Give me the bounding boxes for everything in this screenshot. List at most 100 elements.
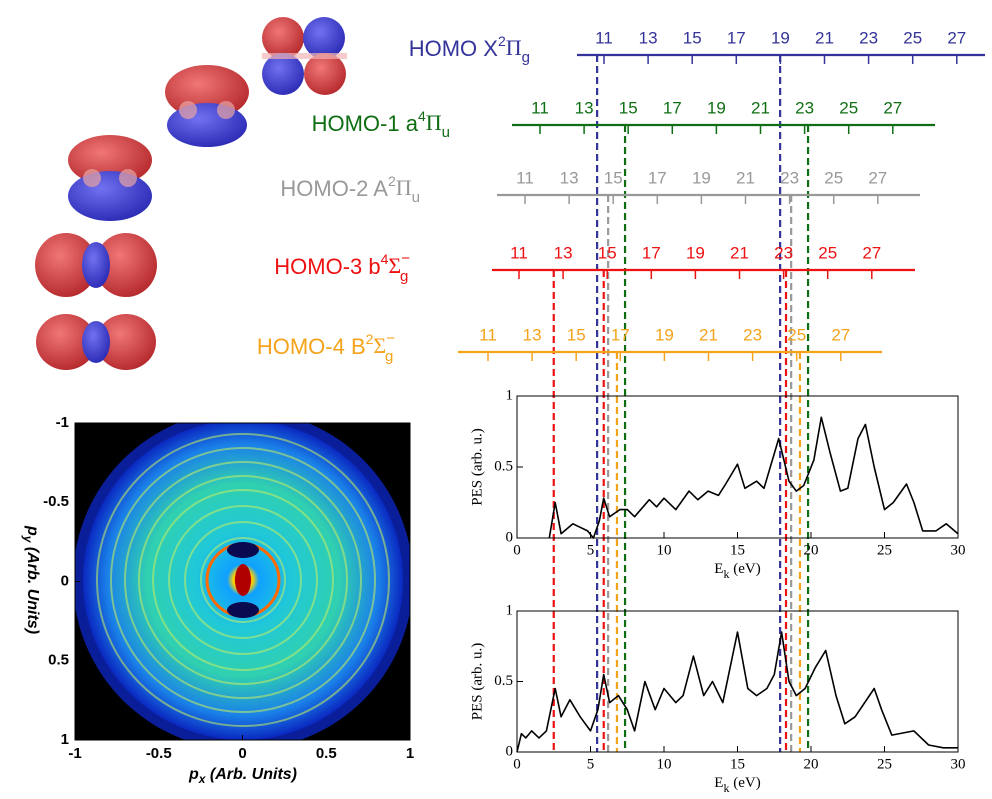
x-axis-label: px (Arb. Units): [188, 766, 297, 786]
label-main: HOMO-2 A: [280, 176, 388, 201]
scale-tick-label: 11: [531, 98, 549, 117]
y-axis-label: PES (arb. u.): [469, 428, 485, 506]
x-axis-label: Ek (eV): [714, 561, 760, 580]
scale-tick-label: 11: [510, 243, 528, 262]
orbital-label: HOMO-1 a4Πu: [312, 108, 450, 141]
scale-tick-label: 27: [862, 243, 881, 262]
label-main: p: [24, 525, 41, 536]
scale-tick-label: 15: [598, 243, 617, 262]
scale-tick-label: 21: [815, 28, 834, 47]
scale-tick-label: 23: [795, 98, 814, 117]
y-tick-label: -1: [56, 414, 69, 431]
y-tick-label: 0: [506, 743, 514, 759]
scale-tick-label: 27: [947, 28, 966, 47]
label-symbol: Π: [426, 110, 442, 135]
label-sup: 2: [366, 331, 374, 347]
x-tick-label: 0: [238, 745, 246, 762]
label-sub: g: [400, 268, 408, 285]
scale-tick-label: 15: [619, 98, 638, 117]
x-tick-label: 0: [513, 542, 521, 558]
scale-tick-label: 15: [567, 325, 586, 344]
x-tick-label: -0.5: [146, 745, 172, 762]
y-tick-label: 1: [61, 731, 69, 748]
scale-tick-label: 21: [730, 243, 749, 262]
scale-tick-label: 15: [604, 168, 623, 187]
x-tick-label: 1: [406, 745, 414, 762]
y-axis-label: py (Arb. Units): [21, 525, 41, 634]
scale-tick-label: 17: [611, 325, 630, 344]
x-tick-label: 5: [587, 542, 595, 558]
label-main: E: [714, 775, 723, 791]
x-tick-label: 15: [730, 756, 745, 772]
scale-tick-label: 19: [692, 168, 711, 187]
x-axis-label: Ek (eV): [714, 775, 760, 794]
label-sup: 4: [418, 108, 426, 124]
scale-tick-label: 21: [699, 325, 718, 344]
y-tick-label: 0.5: [48, 652, 69, 669]
scale-tick-label: 19: [686, 243, 705, 262]
pes-curve: [517, 632, 958, 752]
scale-tick-label: 27: [831, 325, 850, 344]
label-symbol-sup: −: [401, 250, 410, 267]
x-tick-label: 10: [657, 756, 672, 772]
orbital-label: HOMO-4 B2Σ−g: [257, 330, 395, 365]
scale-tick-label: 19: [707, 98, 726, 117]
figure: 111315171921232527HOMO X2Πg1113151719212…: [0, 0, 992, 799]
scale-tick-label: 19: [655, 325, 674, 344]
scale-tick-label: 23: [780, 168, 799, 187]
scale-tick-label: 11: [516, 168, 534, 187]
scale-tick-label: 17: [727, 28, 746, 47]
scale-tick-label: 21: [751, 98, 770, 117]
pes-curve: [549, 417, 958, 538]
x-tick-label: 15: [730, 542, 745, 558]
scale-tick-label: 17: [642, 243, 661, 262]
scale-tick-label: 25: [839, 98, 858, 117]
plot-frame: [517, 396, 958, 538]
y-tick-label: 0: [61, 572, 69, 589]
y-tick-label: 1: [506, 602, 514, 618]
label-rest: (Arb. Units): [24, 542, 41, 634]
label-sup: 4: [381, 251, 389, 267]
label-symbol: Π: [396, 175, 412, 200]
label-main: HOMO-3 b: [274, 254, 380, 279]
scale-tick-label: 23: [859, 28, 878, 47]
label-sub: g: [522, 49, 530, 66]
scale-tick-label: 25: [818, 243, 837, 262]
scale-tick-label: 11: [479, 325, 497, 344]
x-tick-label: 30: [951, 542, 966, 558]
x-tick-label: 0.5: [316, 745, 337, 762]
scale-tick-label: 13: [523, 325, 542, 344]
label-main: HOMO X: [409, 36, 499, 61]
label-symbol: Π: [506, 35, 522, 60]
scale-tick-label: 19: [771, 28, 790, 47]
x-tick-label: 30: [951, 756, 966, 772]
scale-tick-label: 13: [560, 168, 579, 187]
label-symbol-sup: −: [386, 330, 395, 347]
scale-tick-label: 17: [648, 168, 667, 187]
x-tick-label: 10: [657, 542, 672, 558]
orbital-label: HOMO-3 b4Σ−g: [274, 250, 410, 285]
x-tick-label: 0: [513, 756, 521, 772]
orbital-label: HOMO-2 A2Πu: [280, 173, 420, 206]
y-tick-label: -0.5: [43, 493, 69, 510]
x-tick-label: 5: [587, 756, 595, 772]
x-tick-label: 20: [804, 756, 819, 772]
scale-tick-label: 27: [883, 98, 902, 117]
label-sup: 2: [388, 173, 396, 189]
scale-tick-label: 17: [663, 98, 682, 117]
label-sup: 2: [498, 33, 506, 49]
momentum-image: [73, 410, 413, 750]
label-sub: g: [385, 348, 393, 365]
label-sub: u: [442, 124, 450, 141]
scale-tick-label: 25: [824, 168, 843, 187]
label-main: HOMO-4 B: [257, 334, 366, 359]
x-tick-label: -1: [68, 745, 81, 762]
orbital-label: HOMO X2Πg: [409, 33, 530, 66]
label-rest: (eV): [729, 561, 760, 577]
scale-tick-label: 23: [743, 325, 762, 344]
y-tick-label: 0: [506, 529, 514, 545]
y-tick-label: 0.5: [494, 673, 513, 689]
x-tick-label: 25: [877, 756, 892, 772]
scale-tick-label: 15: [683, 28, 702, 47]
y-tick-label: 1: [506, 387, 514, 403]
